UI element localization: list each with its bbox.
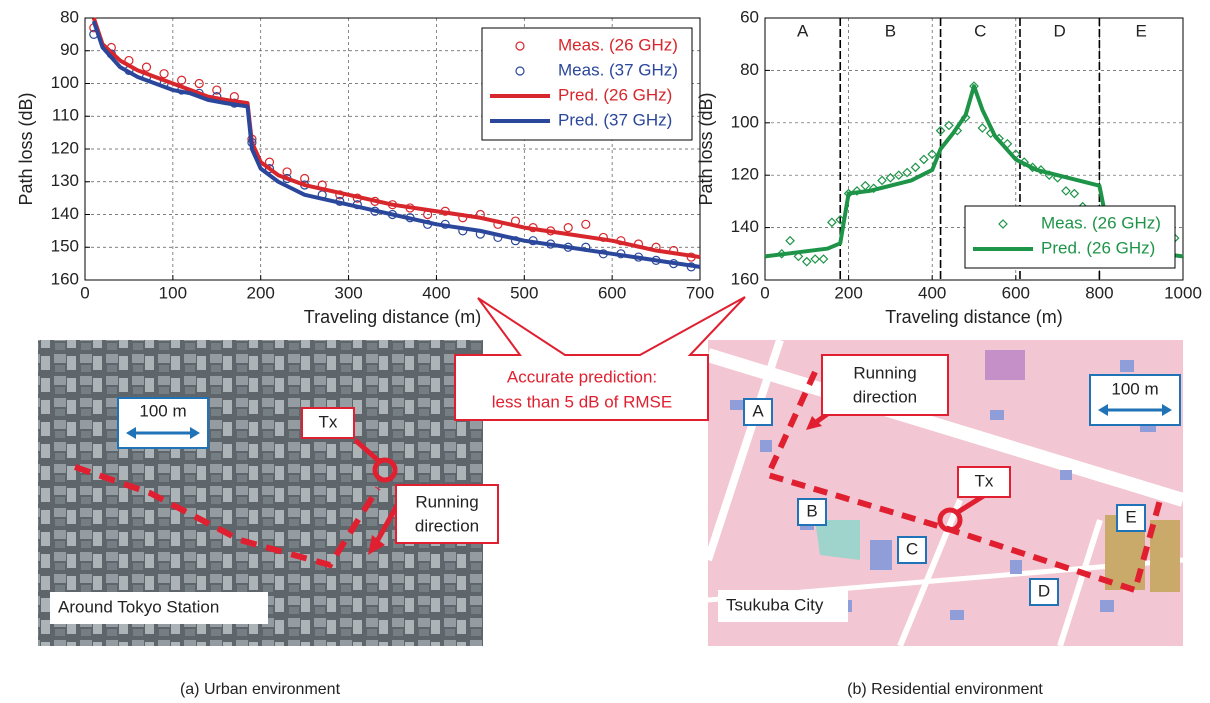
location-label: Around Tokyo Station xyxy=(58,597,219,616)
section-label: A xyxy=(752,401,764,420)
y-tick-label: 110 xyxy=(52,106,79,125)
callout-text: less than 5 dB of RMSE xyxy=(492,392,672,411)
tx-label: Tx xyxy=(319,412,338,431)
section-label: E xyxy=(1125,507,1136,526)
y-tick-label: 80 xyxy=(740,60,759,79)
callout-text: Accurate prediction: xyxy=(507,367,657,386)
scale-label: 100 m xyxy=(1111,379,1158,398)
legend-label: Meas. (37 GHz) xyxy=(558,60,678,79)
direction-label: Running xyxy=(853,363,916,382)
x-tick-label: 400 xyxy=(918,283,946,302)
y-tick-label: 140 xyxy=(51,204,79,223)
caption: (b) Residential environment xyxy=(847,681,1043,698)
point xyxy=(820,255,828,263)
region-label: D xyxy=(1054,21,1066,40)
x-tick-label: 300 xyxy=(334,283,362,302)
caption: (a) Urban environment xyxy=(180,681,341,698)
legend-label: Pred. (26 GHz) xyxy=(1041,238,1155,257)
y-tick-label: 160 xyxy=(731,269,759,288)
direction-label: direction xyxy=(853,387,917,406)
region-label: C xyxy=(974,21,986,40)
point xyxy=(786,237,794,245)
y-tick-label: 120 xyxy=(731,165,759,184)
x-tick-label: 0 xyxy=(760,283,769,302)
x-tick-label: 1000 xyxy=(1164,283,1202,302)
y-axis-label: Path loss (dB) xyxy=(16,92,36,205)
x-tick-label: 600 xyxy=(598,283,626,302)
y-tick-label: 90 xyxy=(60,40,79,59)
x-tick-label: 800 xyxy=(1085,283,1113,302)
x-tick-label: 0 xyxy=(80,283,89,302)
y-axis-label: Path loss (dB) xyxy=(696,92,716,205)
x-tick-label: 600 xyxy=(1002,283,1030,302)
point xyxy=(911,163,919,171)
y-tick-label: 100 xyxy=(731,112,759,131)
y-tick-label: 120 xyxy=(51,138,79,157)
y-tick-label: 60 xyxy=(740,7,759,26)
y-tick-label: 160 xyxy=(51,269,79,288)
legend-label: Pred. (37 GHz) xyxy=(558,110,672,129)
region-label: B xyxy=(885,21,896,40)
x-tick-label: 500 xyxy=(510,283,538,302)
legend-label: Meas. (26 GHz) xyxy=(558,35,678,54)
legend-label: Pred. (26 GHz) xyxy=(558,85,672,104)
x-tick-label: 200 xyxy=(247,283,275,302)
direction-label: direction xyxy=(415,516,479,535)
section-label: B xyxy=(806,501,817,520)
x-axis-label: Traveling distance (m) xyxy=(885,307,1062,327)
point xyxy=(178,76,186,84)
section-label: C xyxy=(906,539,918,558)
x-tick-label: 100 xyxy=(159,283,187,302)
point xyxy=(978,124,986,132)
section-label: D xyxy=(1038,581,1050,600)
point xyxy=(160,70,168,78)
y-tick-label: 80 xyxy=(60,7,79,26)
point xyxy=(1070,190,1078,198)
figure: Accurate prediction: less than 5 dB of R… xyxy=(0,0,1210,703)
point xyxy=(803,258,811,266)
point xyxy=(582,220,590,228)
location-label: Tsukuba City xyxy=(726,595,824,614)
point xyxy=(143,63,151,71)
point xyxy=(564,224,572,232)
region-label: E xyxy=(1136,21,1147,40)
x-tick-label: 400 xyxy=(422,283,450,302)
legend-label: Meas. (26 GHz) xyxy=(1041,213,1161,232)
point xyxy=(920,155,928,163)
tx-label: Tx xyxy=(975,471,994,490)
direction-label: Running xyxy=(415,492,478,511)
y-tick-label: 130 xyxy=(51,171,79,190)
point xyxy=(861,182,869,190)
point xyxy=(828,218,836,226)
point xyxy=(878,176,886,184)
region-label: A xyxy=(797,21,809,40)
x-tick-label: 200 xyxy=(834,283,862,302)
point xyxy=(811,255,819,263)
point xyxy=(1062,187,1070,195)
y-tick-label: 140 xyxy=(731,217,759,236)
y-tick-label: 150 xyxy=(51,237,79,256)
y-tick-label: 100 xyxy=(51,73,79,92)
x-axis-label: Traveling distance (m) xyxy=(304,307,481,327)
x-tick-label: 700 xyxy=(686,283,714,302)
scale-label: 100 m xyxy=(139,401,186,420)
page: {"chart_data": [ {"type": "scatter-line"… xyxy=(0,0,1210,703)
